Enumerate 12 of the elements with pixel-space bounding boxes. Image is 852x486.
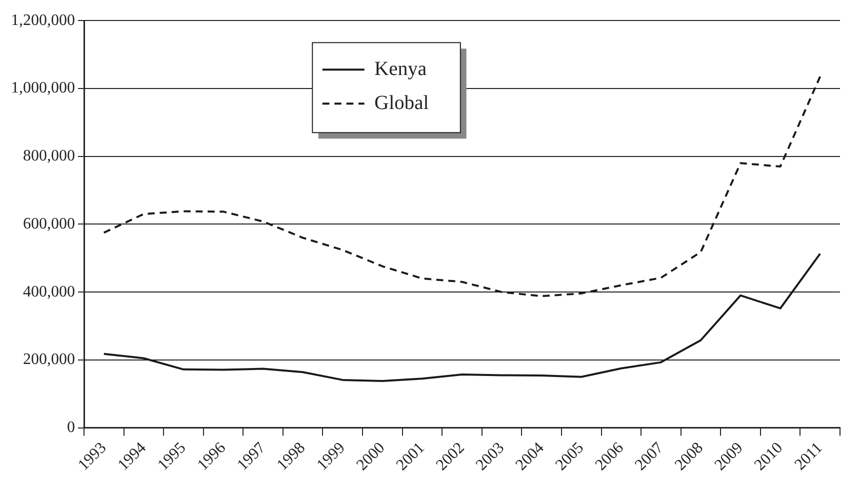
y-tick-label: 1,000,000 <box>11 80 75 97</box>
x-tick-label: 2001 <box>393 439 428 474</box>
x-tick-label: 1999 <box>314 439 348 474</box>
y-tick-label: 400,000 <box>23 283 75 300</box>
y-tick-label: 1,200,000 <box>11 12 75 29</box>
x-tick-label: 2011 <box>792 439 826 474</box>
legend-label: Kenya <box>374 58 427 80</box>
y-tick-label: 800,000 <box>23 148 75 165</box>
legend-label: Global <box>374 92 430 114</box>
y-tick-label: 200,000 <box>23 351 75 368</box>
y-tick-label: 0 <box>67 419 75 436</box>
y-tick-label: 600,000 <box>23 215 75 232</box>
